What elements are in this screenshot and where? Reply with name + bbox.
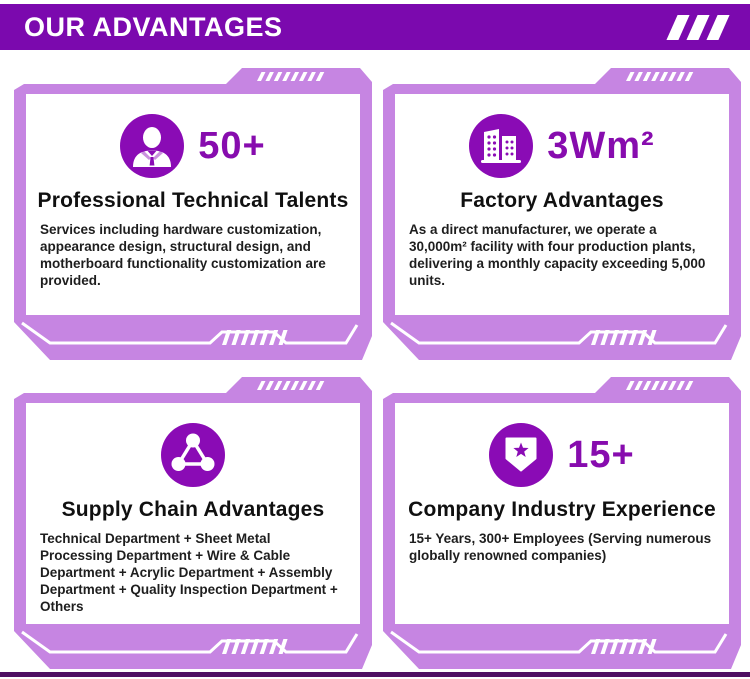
stat-value: 50+	[198, 125, 266, 167]
slash-icon	[666, 14, 690, 40]
card-title: Supply Chain Advantages	[61, 498, 325, 521]
factory-building-icon	[469, 114, 534, 178]
supply-network-icon	[161, 423, 225, 487]
icon-stat-row: 50+	[120, 114, 265, 178]
card-professional-technical-talents: 50+ Professional Technical Talents Servi…	[14, 68, 372, 362]
card-title: Professional Technical Talents	[37, 189, 349, 212]
shield-star-icon	[489, 423, 554, 487]
advantage-cards-grid: 50+ Professional Technical Talents Servi…	[0, 50, 750, 671]
icon-stat-row: 3Wm²	[469, 114, 654, 178]
triple-slash-icon	[666, 14, 730, 40]
card-supply-chain-advantages: Supply Chain Advantages Technical Depart…	[14, 377, 372, 671]
card-description: Services including hardware customizatio…	[40, 222, 326, 288]
card-description: As a direct manufacturer, we operate a 3…	[409, 222, 706, 288]
stat-value: 15+	[567, 434, 635, 476]
icon-stat-row: 15+	[489, 423, 634, 487]
card-content: Supply Chain Advantages Technical Depart…	[27, 403, 359, 624]
slash-icon	[706, 14, 730, 40]
page-title: OUR ADVANTAGES	[24, 11, 283, 42]
card-content: 3Wm² Factory Advantages As a direct manu…	[396, 94, 728, 315]
card-content: 15+ Company Industry Experience 15+ Year…	[396, 403, 728, 624]
businessman-icon	[120, 114, 185, 178]
card-content: 50+ Professional Technical Talents Servi…	[27, 94, 359, 315]
card-description: 15+ Years, 300+ Employees (Serving numer…	[409, 531, 712, 563]
card-description: Technical Department + Sheet Metal Proce…	[40, 531, 338, 614]
card-title: Company Industry Experience	[408, 498, 716, 521]
bottom-accent-bar	[0, 672, 750, 677]
card-factory-advantages: 3Wm² Factory Advantages As a direct manu…	[383, 68, 741, 362]
icon-stat-row	[161, 423, 225, 487]
card-title: Factory Advantages	[460, 189, 664, 212]
section-header: OUR ADVANTAGES	[0, 4, 750, 50]
card-company-industry-experience: 15+ Company Industry Experience 15+ Year…	[383, 377, 741, 671]
stat-value: 3Wm²	[547, 125, 655, 167]
slash-icon	[686, 14, 710, 40]
